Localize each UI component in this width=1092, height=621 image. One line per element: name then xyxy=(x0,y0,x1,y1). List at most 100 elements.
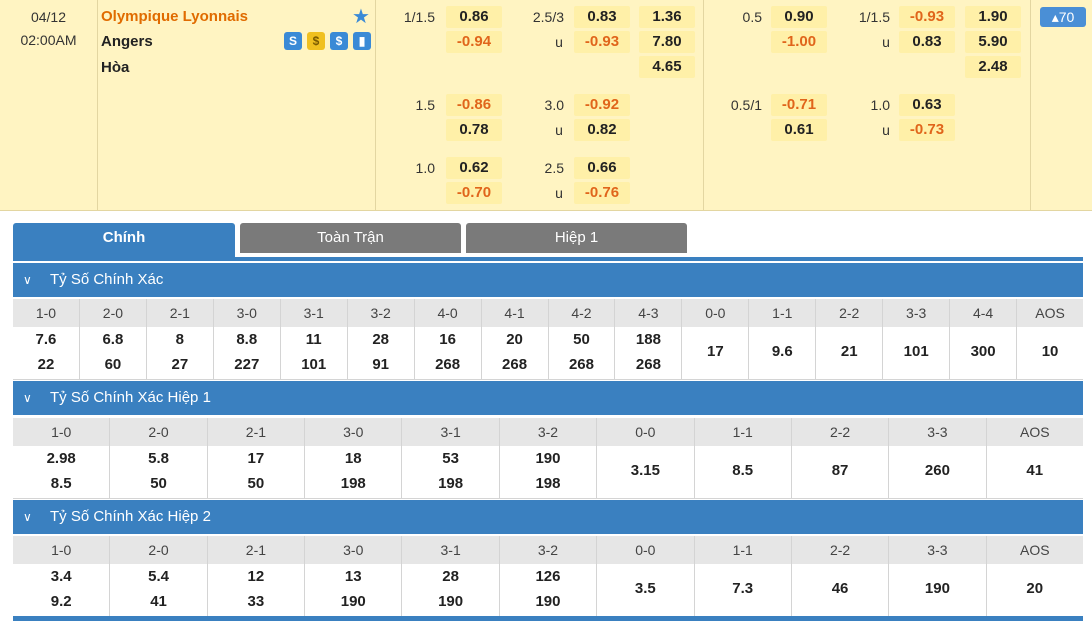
odds-value[interactable]: 6.8 xyxy=(102,331,124,348)
odds-value[interactable]: 2.98 xyxy=(46,450,76,467)
odds-cell[interactable]: -0.94 xyxy=(446,31,502,53)
section-header-correct-score-h2[interactable]: ∨ Tỷ Số Chính Xác Hiệp 2 xyxy=(13,500,1083,534)
odds-cell[interactable]: -0.73 xyxy=(899,119,955,141)
section-header-correct-score-h1[interactable]: ∨ Tỷ Số Chính Xác Hiệp 1 xyxy=(13,381,1083,415)
odds-value-secondary[interactable]: 27 xyxy=(171,356,189,373)
odds-value[interactable]: 50 xyxy=(573,331,590,348)
odds-value[interactable]: 7.3 xyxy=(732,580,754,597)
chevron-down-icon[interactable]: ∨ xyxy=(23,273,32,287)
odds-value-secondary[interactable]: 50 xyxy=(150,475,167,492)
more-markets-button[interactable]: ▴70 xyxy=(1040,7,1086,27)
tab-full-match[interactable]: Toàn Trận xyxy=(240,223,461,253)
odds-value[interactable]: 17 xyxy=(247,450,265,467)
odds-cell[interactable]: 0.90 xyxy=(771,6,827,28)
odds-cell[interactable]: -0.76 xyxy=(574,182,630,204)
odds-value-secondary[interactable]: 198 xyxy=(438,475,464,492)
odds-value[interactable]: 16 xyxy=(439,331,456,348)
odds-value[interactable]: 188 xyxy=(635,331,661,348)
odds-value[interactable]: 9.6 xyxy=(771,343,793,360)
odds-cell[interactable]: 0.61 xyxy=(771,119,827,141)
odds-value-secondary[interactable]: 190 xyxy=(340,593,366,610)
odds-1x2-home[interactable]: 1.90 xyxy=(965,6,1021,28)
odds-value-secondary[interactable]: 227 xyxy=(234,356,260,373)
odds-1x2-draw[interactable]: 2.48 xyxy=(965,56,1021,78)
odds-1x2-away[interactable]: 5.90 xyxy=(965,31,1021,53)
odds-value[interactable]: 12 xyxy=(247,568,265,585)
odds-value[interactable]: 5.4 xyxy=(148,568,169,585)
odds-value[interactable]: 190 xyxy=(924,580,950,597)
odds-value[interactable]: 21 xyxy=(840,343,858,360)
odds-value-secondary[interactable]: 60 xyxy=(104,356,122,373)
odds-cell[interactable]: 0.82 xyxy=(574,119,630,141)
odds-value-secondary[interactable]: 22 xyxy=(37,356,55,373)
odds-cell[interactable]: 0.78 xyxy=(446,119,502,141)
dollar-icon[interactable]: $ xyxy=(330,32,348,50)
odds-value[interactable]: 53 xyxy=(442,450,459,467)
odds-cell[interactable]: -1.00 xyxy=(771,31,827,53)
odds-value[interactable]: 8.5 xyxy=(732,462,754,479)
odds-cell[interactable]: 0.83 xyxy=(899,31,955,53)
odds-value[interactable]: 5.8 xyxy=(148,450,169,467)
odds-value-secondary[interactable]: 190 xyxy=(438,593,464,610)
tab-first-half[interactable]: Hiệp 1 xyxy=(466,223,687,253)
odds-value[interactable]: 3.15 xyxy=(630,462,660,479)
odds-cell[interactable]: -0.92 xyxy=(574,94,630,116)
odds-value-secondary[interactable]: 190 xyxy=(535,593,561,610)
odds-1x2-away[interactable]: 7.80 xyxy=(639,31,695,53)
tab-main[interactable]: Chính xyxy=(13,223,235,259)
odds-1x2-draw[interactable]: 4.65 xyxy=(639,56,695,78)
odds-value-secondary[interactable]: 8.5 xyxy=(50,475,72,492)
odds-value-secondary[interactable]: 9.2 xyxy=(50,593,72,610)
stats-s-icon[interactable]: S xyxy=(284,32,302,50)
odds-value[interactable]: 28 xyxy=(372,331,389,348)
chart-icon[interactable]: ▮ xyxy=(353,32,371,50)
odds-value[interactable]: 126 xyxy=(535,568,561,585)
odds-value[interactable]: 17 xyxy=(707,343,724,360)
odds-value-secondary[interactable]: 101 xyxy=(301,356,327,373)
odds-value-secondary[interactable]: 91 xyxy=(372,356,389,373)
odds-value[interactable]: 28 xyxy=(442,568,459,585)
odds-cell[interactable]: 0.63 xyxy=(899,94,955,116)
odds-value-secondary[interactable]: 268 xyxy=(635,356,661,373)
odds-value[interactable]: 87 xyxy=(831,462,849,479)
odds-value-secondary[interactable]: 198 xyxy=(340,475,366,492)
odds-cell[interactable]: -0.93 xyxy=(574,31,630,53)
odds-value[interactable]: 190 xyxy=(535,450,561,467)
odds-value[interactable]: 8 xyxy=(175,331,185,348)
odds-1x2-home[interactable]: 1.36 xyxy=(639,6,695,28)
odds-value[interactable]: 13 xyxy=(344,568,362,585)
section-header-correct-score[interactable]: ∨ Tỷ Số Chính Xác xyxy=(13,263,1083,297)
odds-value[interactable]: 3.4 xyxy=(50,568,72,585)
odds-value-secondary[interactable]: 41 xyxy=(150,593,167,610)
odds-value[interactable]: 41 xyxy=(1026,462,1044,479)
odds-value[interactable]: 8.8 xyxy=(236,331,258,348)
odds-value-secondary[interactable]: 268 xyxy=(435,356,461,373)
home-team-link[interactable]: Olympique Lyonnais xyxy=(101,8,248,25)
odds-cell[interactable]: 0.83 xyxy=(574,6,630,28)
coin-icon[interactable]: $ xyxy=(307,32,325,50)
odds-value[interactable]: 10 xyxy=(1041,343,1059,360)
odds-value[interactable]: 260 xyxy=(924,462,950,479)
odds-cell[interactable]: -0.70 xyxy=(446,182,502,204)
away-team-link[interactable]: Angers xyxy=(101,33,153,50)
odds-value[interactable]: 20 xyxy=(1026,580,1044,597)
odds-value-secondary[interactable]: 268 xyxy=(502,356,528,373)
odds-value[interactable]: 3.5 xyxy=(634,580,656,597)
odds-value-secondary[interactable]: 50 xyxy=(247,475,265,492)
odds-value[interactable]: 101 xyxy=(903,343,929,360)
odds-cell[interactable]: -0.93 xyxy=(899,6,955,28)
odds-cell[interactable]: -0.86 xyxy=(446,94,502,116)
odds-value[interactable]: 20 xyxy=(506,331,523,348)
odds-cell[interactable]: 0.86 xyxy=(446,6,502,28)
odds-value-secondary[interactable]: 268 xyxy=(568,356,594,373)
odds-value[interactable]: 7.6 xyxy=(35,331,57,348)
odds-value[interactable]: 300 xyxy=(970,343,996,360)
odds-value[interactable]: 18 xyxy=(344,450,362,467)
odds-cell[interactable]: 0.66 xyxy=(574,157,630,179)
chevron-down-icon[interactable]: ∨ xyxy=(23,510,32,524)
odds-cell[interactable]: -0.71 xyxy=(771,94,827,116)
odds-value[interactable]: 11 xyxy=(305,331,322,348)
chevron-down-icon[interactable]: ∨ xyxy=(23,391,32,405)
favorite-star-icon[interactable]: ★ xyxy=(352,6,370,28)
odds-value-secondary[interactable]: 198 xyxy=(535,475,561,492)
